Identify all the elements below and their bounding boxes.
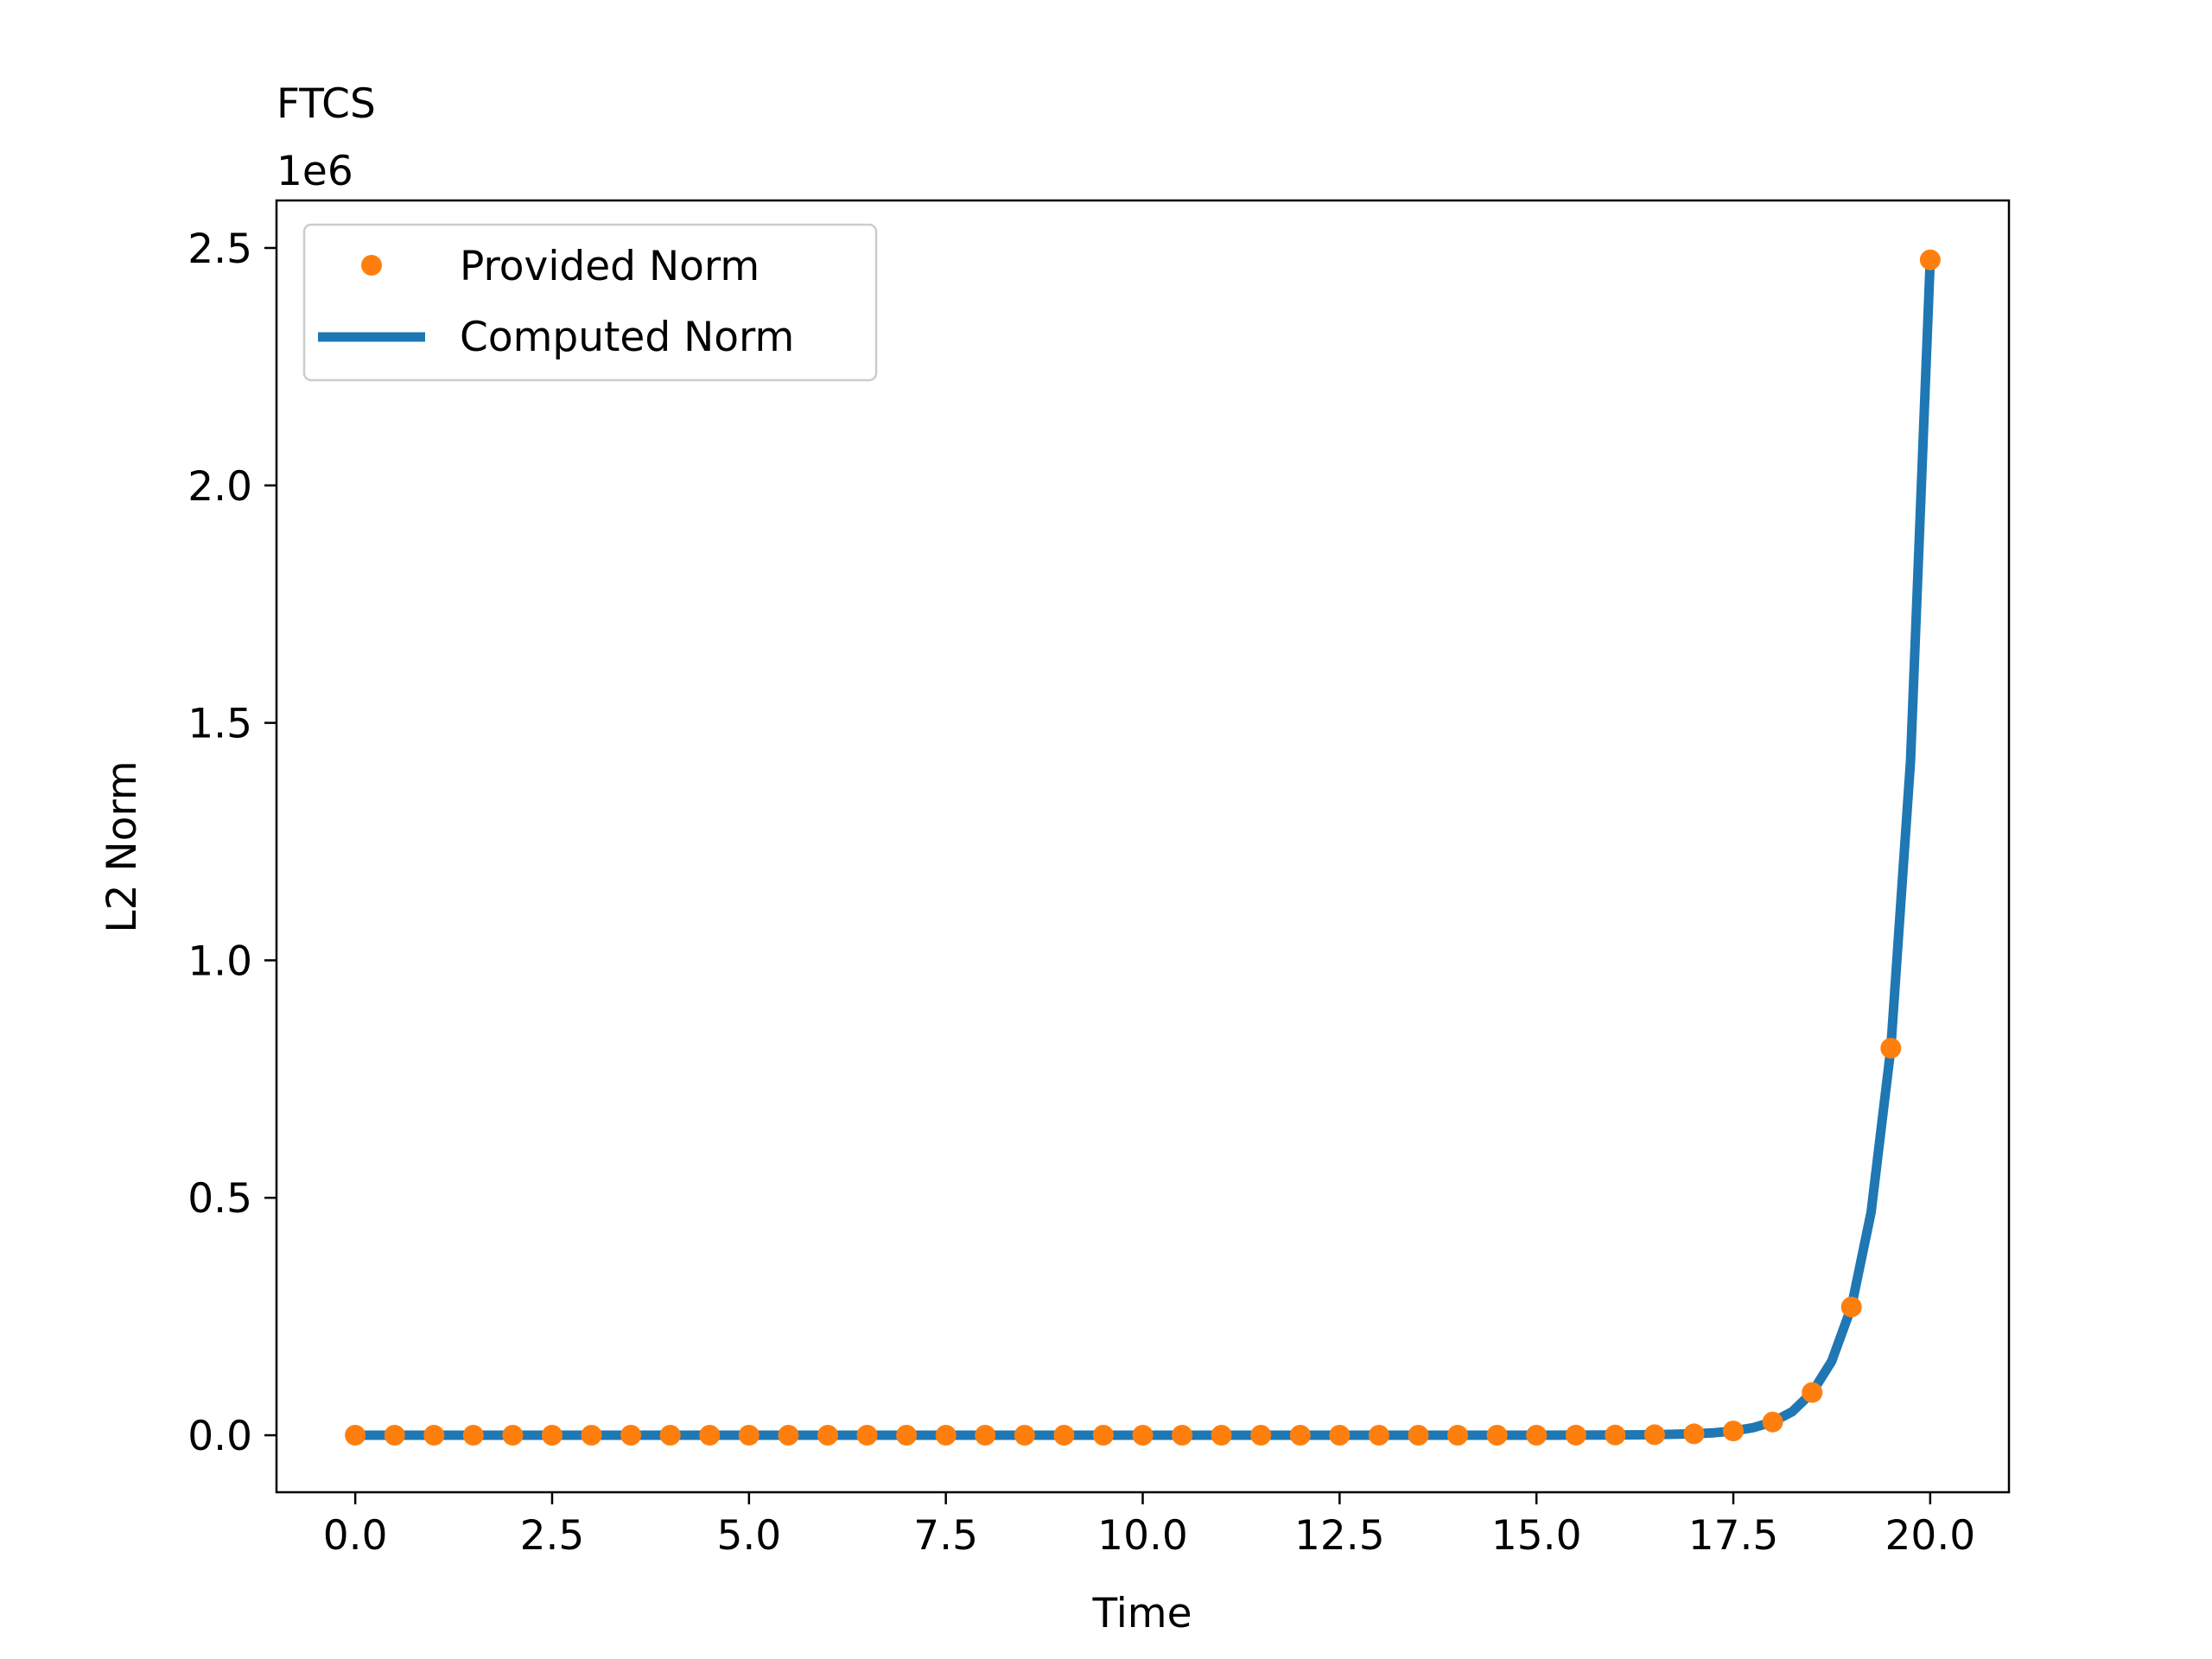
data-point-provided-norm xyxy=(1172,1425,1193,1446)
data-point-provided-norm xyxy=(1053,1425,1075,1446)
x-tick-label: 10.0 xyxy=(1097,1512,1188,1560)
plot-area xyxy=(345,249,1941,1446)
x-axis: 0.0 2.5 5.0 7.5 10.0 12.5 15.0 17.5 20.0 xyxy=(323,1492,1975,1560)
data-point-provided-norm xyxy=(384,1425,405,1446)
data-point-provided-norm xyxy=(856,1425,878,1446)
data-point-provided-norm xyxy=(1447,1425,1468,1446)
data-point-provided-norm xyxy=(1565,1424,1586,1446)
data-point-provided-norm xyxy=(817,1425,838,1446)
x-tick-label: 17.5 xyxy=(1688,1512,1779,1560)
x-tick-label: 2.5 xyxy=(520,1512,585,1560)
y-axis: 0.0 0.5 1.0 1.5 2.0 2.5 xyxy=(188,226,276,1460)
data-point-provided-norm xyxy=(1683,1423,1705,1445)
y-tick-label: 2.0 xyxy=(188,463,252,511)
legend-label-provided-norm: Provided Norm xyxy=(460,243,760,290)
data-point-provided-norm xyxy=(1486,1425,1508,1446)
legend-label-computed-norm: Computed Norm xyxy=(460,314,794,361)
data-point-provided-norm xyxy=(620,1425,642,1446)
data-point-provided-norm xyxy=(542,1425,563,1446)
data-point-provided-norm xyxy=(896,1425,918,1446)
data-point-provided-norm xyxy=(1368,1425,1389,1446)
x-axis-label: Time xyxy=(1091,1590,1192,1637)
data-point-provided-norm xyxy=(1762,1411,1783,1433)
data-point-provided-norm xyxy=(581,1425,602,1446)
x-tick-label: 12.5 xyxy=(1294,1512,1385,1560)
y-tick-label: 1.0 xyxy=(188,938,252,985)
y-tick-label: 1.5 xyxy=(188,701,252,748)
data-point-provided-norm xyxy=(1329,1425,1351,1446)
y-offset-label: 1e6 xyxy=(276,148,353,195)
data-point-provided-norm xyxy=(1723,1421,1744,1442)
data-point-provided-norm xyxy=(423,1425,445,1446)
x-tick-label: 15.0 xyxy=(1491,1512,1582,1560)
x-tick-label: 0.0 xyxy=(323,1512,388,1560)
legend-box xyxy=(302,223,878,382)
x-tick-label: 7.5 xyxy=(913,1512,978,1560)
data-point-provided-norm xyxy=(1802,1382,1823,1403)
data-point-provided-norm xyxy=(1211,1425,1232,1446)
data-point-provided-norm xyxy=(502,1425,524,1446)
data-point-provided-norm xyxy=(975,1425,996,1446)
data-point-provided-norm xyxy=(1840,1296,1862,1318)
data-point-provided-norm xyxy=(1643,1424,1665,1446)
data-point-provided-norm xyxy=(738,1425,760,1446)
data-point-provided-norm xyxy=(778,1425,799,1446)
data-point-provided-norm xyxy=(1132,1425,1154,1446)
data-point-provided-norm xyxy=(1605,1424,1626,1446)
data-point-provided-norm xyxy=(659,1425,681,1446)
y-tick-label: 0.5 xyxy=(188,1175,252,1223)
x-tick-label: 5.0 xyxy=(716,1512,781,1560)
y-axis-label: L2 Norm xyxy=(99,760,146,932)
legend-marker-provided-norm xyxy=(361,255,382,276)
plot-frame xyxy=(275,199,2011,1494)
y-tick-label: 0.0 xyxy=(188,1413,252,1460)
data-point-provided-norm xyxy=(462,1425,484,1446)
data-point-provided-norm xyxy=(1880,1038,1902,1059)
data-point-provided-norm xyxy=(1408,1425,1429,1446)
data-point-provided-norm xyxy=(1092,1425,1114,1446)
data-point-provided-norm xyxy=(1919,249,1941,270)
data-point-provided-norm xyxy=(1014,1425,1035,1446)
data-point-provided-norm xyxy=(1250,1425,1272,1446)
data-point-provided-norm xyxy=(935,1425,957,1446)
data-point-provided-norm xyxy=(1289,1425,1311,1446)
y-tick-label: 2.5 xyxy=(188,226,252,273)
series-line-computed-norm xyxy=(355,259,1936,1440)
chart-title: FTCS xyxy=(276,80,376,128)
data-point-provided-norm xyxy=(345,1425,366,1446)
data-point-provided-norm xyxy=(699,1425,721,1446)
legend: Provided Norm Computed Norm xyxy=(302,223,878,382)
data-point-provided-norm xyxy=(1526,1425,1548,1446)
x-tick-label: 20.0 xyxy=(1885,1512,1976,1560)
